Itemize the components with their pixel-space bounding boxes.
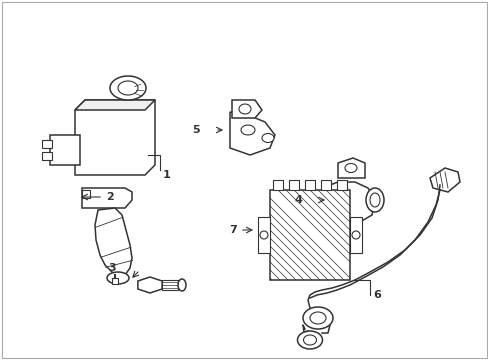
Polygon shape: [138, 277, 162, 293]
Ellipse shape: [309, 312, 325, 324]
Polygon shape: [229, 112, 274, 155]
Polygon shape: [231, 100, 262, 118]
Ellipse shape: [351, 231, 359, 239]
Polygon shape: [42, 140, 52, 148]
Ellipse shape: [365, 188, 383, 212]
Text: 6: 6: [372, 290, 380, 300]
Ellipse shape: [369, 193, 379, 207]
Polygon shape: [162, 280, 178, 290]
Ellipse shape: [239, 104, 250, 114]
Ellipse shape: [303, 335, 316, 345]
Polygon shape: [329, 182, 374, 222]
Ellipse shape: [241, 125, 254, 135]
Polygon shape: [112, 278, 118, 284]
FancyBboxPatch shape: [272, 180, 283, 190]
Text: 7: 7: [229, 225, 237, 235]
Polygon shape: [110, 76, 146, 100]
FancyBboxPatch shape: [320, 180, 330, 190]
Polygon shape: [75, 100, 155, 175]
Ellipse shape: [178, 279, 185, 291]
Ellipse shape: [297, 331, 322, 349]
Polygon shape: [82, 188, 132, 208]
Ellipse shape: [262, 134, 273, 143]
FancyBboxPatch shape: [269, 190, 349, 280]
Ellipse shape: [345, 163, 356, 172]
Ellipse shape: [107, 272, 129, 284]
Polygon shape: [50, 135, 80, 165]
Ellipse shape: [303, 307, 332, 329]
Polygon shape: [118, 81, 138, 95]
FancyBboxPatch shape: [336, 180, 346, 190]
Text: 3: 3: [108, 263, 116, 273]
Text: 1: 1: [163, 170, 170, 180]
Text: 4: 4: [293, 195, 302, 205]
Polygon shape: [429, 168, 459, 192]
Ellipse shape: [260, 231, 267, 239]
Polygon shape: [337, 158, 364, 178]
FancyBboxPatch shape: [349, 217, 361, 253]
Polygon shape: [95, 208, 132, 278]
FancyBboxPatch shape: [305, 180, 314, 190]
Text: 2: 2: [106, 192, 114, 202]
FancyBboxPatch shape: [288, 180, 298, 190]
Polygon shape: [42, 152, 52, 160]
Text: 5: 5: [192, 125, 200, 135]
Polygon shape: [82, 190, 90, 198]
Polygon shape: [75, 100, 155, 110]
FancyBboxPatch shape: [258, 217, 269, 253]
